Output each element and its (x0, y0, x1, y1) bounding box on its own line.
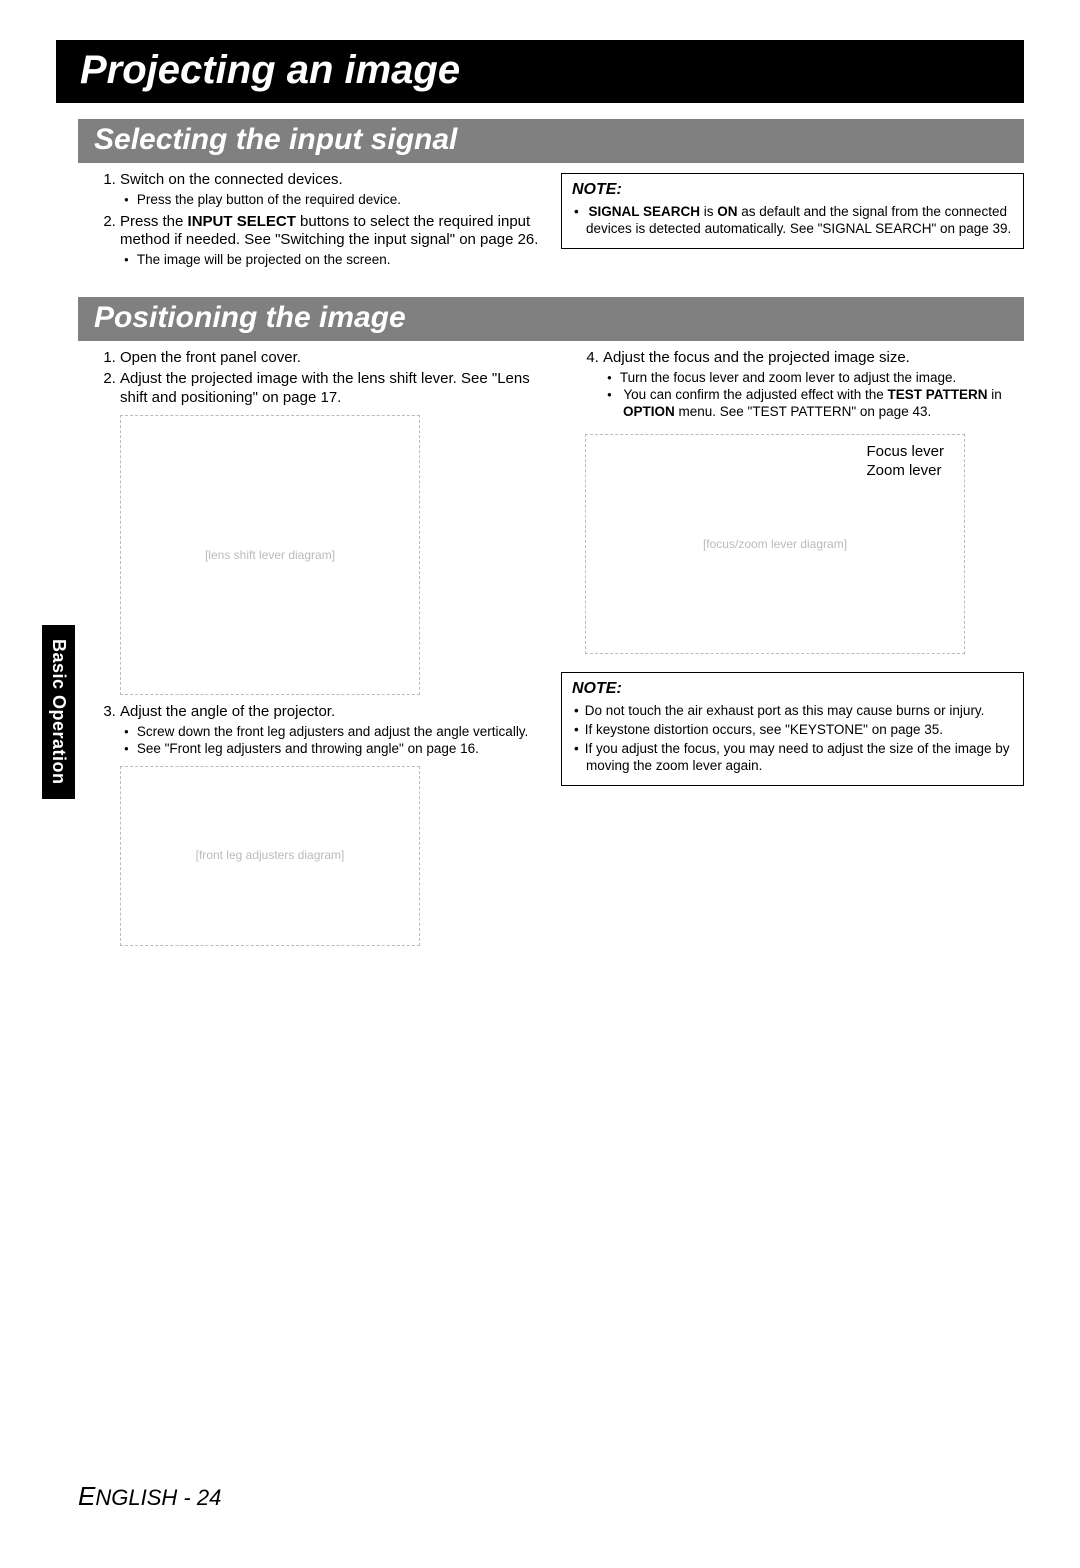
note-b1: SIGNAL SEARCH (589, 204, 701, 219)
pnote-1: Do not touch the air exhaust port as thi… (586, 703, 1013, 720)
step-2-sub1: The image will be projected on the scree… (140, 252, 541, 269)
page-title: Projecting an image (56, 40, 1024, 103)
pnote-3: If you adjust the focus, you may need to… (586, 741, 1013, 775)
note-item-1: SIGNAL SEARCH is ON as default and the s… (586, 204, 1013, 238)
note-mid: is (700, 204, 717, 219)
selecting-left-col: Switch on the connected devices. Press t… (78, 171, 541, 273)
positioning-steps-right: Adjust the focus and the projected image… (561, 349, 1024, 420)
positioning-steps-left-3: Adjust the angle of the projector. Screw… (78, 703, 541, 758)
step-2-pre: Press the (120, 213, 188, 230)
positioning-right-col: Adjust the focus and the projected image… (561, 349, 1024, 954)
lever-labels: Focus lever Zoom lever (866, 443, 944, 481)
footer-lang: NGLISH (95, 1485, 177, 1510)
pos-step-3-sub1: Screw down the front leg adjusters and a… (140, 724, 541, 741)
s4s2-pre: You can confirm the adjusted effect with… (623, 387, 887, 402)
pos-step-2: Adjust the projected image with the lens… (120, 370, 541, 408)
pos-step-3-sub2: See "Front leg adjusters and throwing an… (140, 741, 541, 758)
pos-step-3-text: Adjust the angle of the projector. (120, 703, 335, 720)
step-1: Switch on the connected devices. Press t… (120, 171, 541, 209)
s4s2-b2: OPTION (623, 404, 675, 419)
positioning-content: Open the front panel cover. Adjust the p… (78, 349, 1024, 954)
side-tab-basic-operation: Basic Operation (42, 625, 75, 799)
note-title: NOTE: (572, 180, 1013, 200)
note-list-2: Do not touch the air exhaust port as thi… (572, 703, 1013, 775)
lens-shift-diagram: [lens shift lever diagram] (120, 415, 420, 695)
step-1-sub1: Press the play button of the required de… (140, 192, 541, 209)
positioning-left-col: Open the front panel cover. Adjust the p… (78, 349, 541, 954)
step-1-text: Switch on the connected devices. (120, 171, 343, 188)
section-title-positioning: Positioning the image (78, 297, 1024, 341)
step-2-bold: INPUT SELECT (188, 213, 296, 230)
pnote-2: If keystone distortion occurs, see "KEYS… (586, 722, 1013, 739)
section-title-selecting: Selecting the input signal (78, 119, 1024, 163)
positioning-steps-left: Open the front panel cover. Adjust the p… (78, 349, 541, 407)
pos-step-4: Adjust the focus and the projected image… (603, 349, 1024, 420)
s4s2-post: menu. See "TEST PATTERN" on page 43. (675, 404, 931, 419)
focus-zoom-diagram: [focus/zoom lever diagram] Focus lever Z… (585, 434, 965, 654)
note-list: SIGNAL SEARCH is ON as default and the s… (572, 204, 1013, 238)
pos-step-3: Adjust the angle of the projector. Screw… (120, 703, 541, 758)
s4s2-mid: in (988, 387, 1002, 402)
page-footer: ENGLISH - 24 (78, 1481, 221, 1512)
leg-adjuster-diagram: [front leg adjusters diagram] (120, 766, 420, 946)
footer-page-number: 24 (197, 1485, 221, 1510)
note-title-2: NOTE: (572, 679, 1013, 699)
note-box-selecting: NOTE: SIGNAL SEARCH is ON as default and… (561, 173, 1024, 249)
pos-step-4-sub2: You can confirm the adjusted effect with… (623, 387, 1024, 421)
selecting-content: Switch on the connected devices. Press t… (78, 171, 1024, 273)
diagram-alt: [focus/zoom lever diagram] (703, 537, 847, 552)
pos-step-1: Open the front panel cover. (120, 349, 541, 368)
note-box-positioning: NOTE: Do not touch the air exhaust port … (561, 672, 1024, 786)
pos-step-4-text: Adjust the focus and the projected image… (603, 349, 910, 366)
zoom-lever-label: Zoom lever (866, 462, 944, 481)
step-2: Press the INPUT SELECT buttons to select… (120, 213, 541, 269)
note-b2: ON (717, 204, 737, 219)
selecting-right-col: NOTE: SIGNAL SEARCH is ON as default and… (561, 171, 1024, 273)
s4s2-b1: TEST PATTERN (888, 387, 988, 402)
pos-step-4-sub1: Turn the focus lever and zoom lever to a… (623, 370, 1024, 387)
focus-lever-label: Focus lever (866, 443, 944, 462)
selecting-steps: Switch on the connected devices. Press t… (78, 171, 541, 269)
